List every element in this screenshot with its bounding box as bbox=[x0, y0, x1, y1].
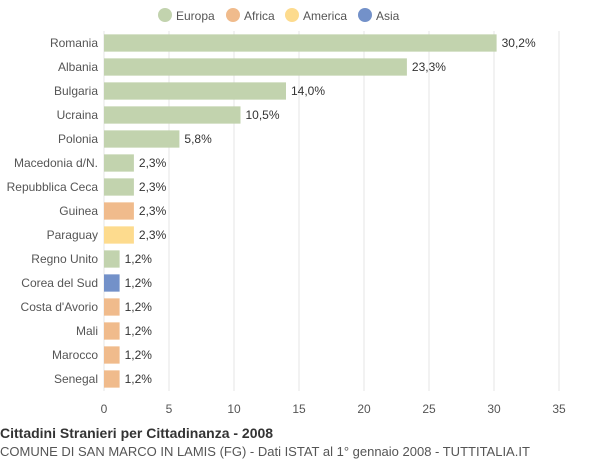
category-label-senegal: Senegal bbox=[54, 372, 98, 386]
bar-corea-del-sud bbox=[104, 274, 120, 292]
legend-swatch-africa bbox=[226, 8, 240, 22]
category-label-regno-unito: Regno Unito bbox=[31, 252, 98, 266]
category-labels: Romania Albania Bulgaria Ucraina Polonia Mace… bbox=[7, 36, 99, 386]
value-label-macedonia-d-n: 2,3% bbox=[139, 156, 167, 170]
category-label-polonia: Polonia bbox=[58, 132, 98, 146]
chart-subtitle: COMUNE DI SAN MARCO IN LAMIS (FG) - Dati… bbox=[0, 444, 530, 459]
bar-mali bbox=[104, 322, 120, 340]
x-tick-label-20: 20 bbox=[357, 402, 371, 416]
value-label-mali: 1,2% bbox=[125, 324, 153, 338]
value-label-romania: 30,2% bbox=[502, 36, 536, 50]
value-label-ucraina: 10,5% bbox=[246, 108, 280, 122]
chart-bars bbox=[104, 34, 497, 388]
category-label-costa-d-avorio: Costa d'Avorio bbox=[21, 300, 99, 314]
category-label-ucraina: Ucraina bbox=[57, 108, 99, 122]
bar-regno-unito bbox=[104, 250, 120, 268]
value-label-polonia: 5,8% bbox=[184, 132, 212, 146]
chart-title: Cittadini Stranieri per Cittadinanza - 2… bbox=[0, 425, 274, 441]
bar-guinea bbox=[104, 202, 134, 220]
bar-bulgaria bbox=[104, 82, 286, 100]
category-label-paraguay: Paraguay bbox=[47, 228, 98, 242]
value-label-costa-d-avorio: 1,2% bbox=[125, 300, 153, 314]
category-label-repubblica-ceca: Repubblica Ceca bbox=[7, 180, 99, 194]
value-labels: 30,2% 23,3% 14,0% 10,5% 5,8% 2,3% 2,3% 2,3% 2,3%… bbox=[125, 36, 536, 386]
legend-label-europa: Europa bbox=[176, 9, 215, 23]
value-label-guinea: 2,3% bbox=[139, 204, 167, 218]
bar-romania bbox=[104, 34, 497, 52]
value-label-bulgaria: 14,0% bbox=[291, 84, 325, 98]
legend-swatch-asia bbox=[358, 8, 372, 22]
value-label-paraguay: 2,3% bbox=[139, 228, 167, 242]
category-label-corea-del-sud: Corea del Sud bbox=[21, 276, 98, 290]
category-label-albania: Albania bbox=[58, 60, 98, 74]
bar-chart: Europa Africa America Asia Romania Albania Bu… bbox=[7, 8, 566, 416]
bar-paraguay bbox=[104, 226, 134, 244]
category-label-romania: Romania bbox=[50, 36, 98, 50]
x-tick-label-15: 15 bbox=[292, 402, 306, 416]
value-label-regno-unito: 1,2% bbox=[125, 252, 153, 266]
bar-costa-d-avorio bbox=[104, 298, 120, 316]
chart-legend: Europa Africa America Asia bbox=[158, 8, 400, 23]
value-label-senegal: 1,2% bbox=[125, 372, 153, 386]
x-tick-label-5: 5 bbox=[166, 402, 173, 416]
x-tick-label-35: 35 bbox=[552, 402, 566, 416]
legend-swatch-europa bbox=[158, 8, 172, 22]
bar-albania bbox=[104, 58, 407, 76]
bar-ucraina bbox=[104, 106, 241, 124]
x-axis-ticks: 0 5 10 15 20 25 30 35 bbox=[101, 402, 566, 416]
x-tick-label-0: 0 bbox=[101, 402, 108, 416]
x-tick-label-30: 30 bbox=[487, 402, 501, 416]
x-tick-label-10: 10 bbox=[227, 402, 241, 416]
value-label-repubblica-ceca: 2,3% bbox=[139, 180, 167, 194]
category-label-mali: Mali bbox=[76, 324, 98, 338]
x-tick-label-25: 25 bbox=[422, 402, 436, 416]
legend-label-america: America bbox=[303, 9, 347, 23]
legend-label-africa: Africa bbox=[244, 9, 275, 23]
category-label-guinea: Guinea bbox=[59, 204, 98, 218]
bar-macedonia-d-n bbox=[104, 154, 134, 172]
legend-swatch-america bbox=[285, 8, 299, 22]
legend-label-asia: Asia bbox=[376, 9, 400, 23]
bar-marocco bbox=[104, 346, 120, 364]
category-label-marocco: Marocco bbox=[52, 348, 98, 362]
bar-repubblica-ceca bbox=[104, 178, 134, 196]
bar-polonia bbox=[104, 130, 180, 148]
value-label-albania: 23,3% bbox=[412, 60, 446, 74]
value-label-corea-del-sud: 1,2% bbox=[125, 276, 153, 290]
value-label-marocco: 1,2% bbox=[125, 348, 153, 362]
category-label-bulgaria: Bulgaria bbox=[54, 84, 98, 98]
category-label-macedonia-d-n: Macedonia d/N. bbox=[14, 156, 98, 170]
bar-senegal bbox=[104, 370, 120, 388]
